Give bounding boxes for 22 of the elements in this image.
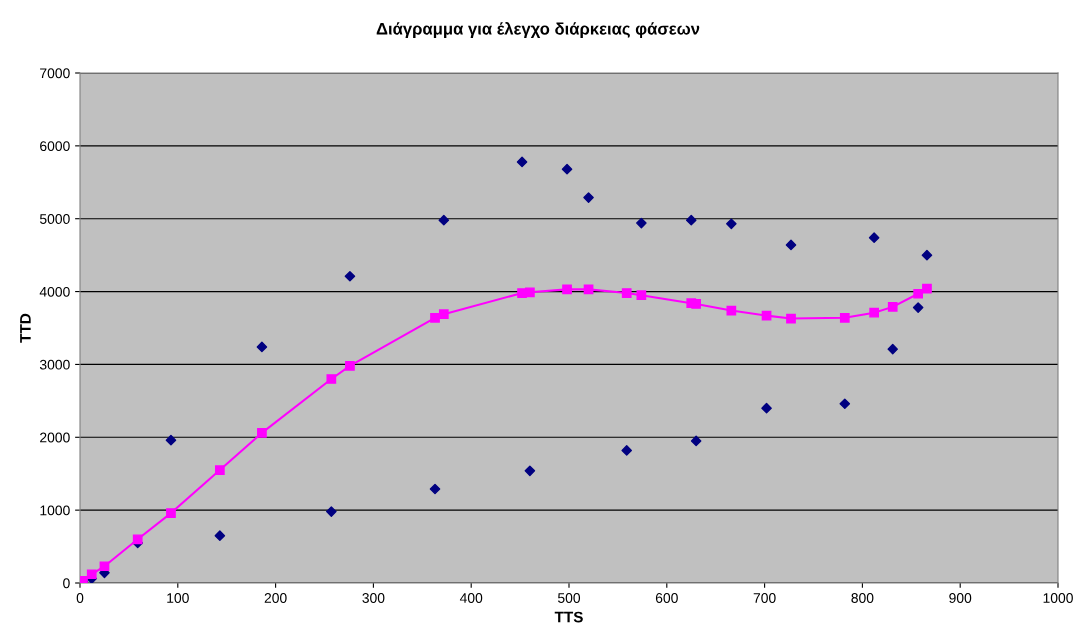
chart-title: Διάγραμμα για έλεγχο διάρκειας φάσεων xyxy=(376,22,700,38)
x-tick-label: 200 xyxy=(264,593,287,603)
y-tick-label: 5000 xyxy=(39,214,70,224)
y-tick-label: 2000 xyxy=(40,432,70,443)
x-tick-label: 700 xyxy=(753,593,776,603)
x-axis-title: TTS xyxy=(554,611,583,623)
y-tick-label: 0 xyxy=(63,578,70,589)
x-tick-label: 900 xyxy=(949,593,972,603)
x-tick-label: 300 xyxy=(362,593,385,603)
y-tick-label: 1000 xyxy=(40,505,70,516)
y-tick-label: 6000 xyxy=(40,141,70,152)
x-tick-label: 100 xyxy=(167,593,189,603)
x-tick-label: 500 xyxy=(557,593,581,603)
x-tick-label: 600 xyxy=(655,593,678,603)
y-tick-label: 3000 xyxy=(39,359,70,370)
y-tick-label: 4000 xyxy=(39,286,70,297)
y-tick-label: 7000 xyxy=(40,68,70,79)
x-tick-label: 800 xyxy=(851,593,874,603)
x-tick-label: 0 xyxy=(76,593,84,603)
y-axis-title: TTD xyxy=(20,313,31,343)
x-tick-label: 1000 xyxy=(1043,593,1073,603)
x-tick-label: 400 xyxy=(459,593,483,603)
